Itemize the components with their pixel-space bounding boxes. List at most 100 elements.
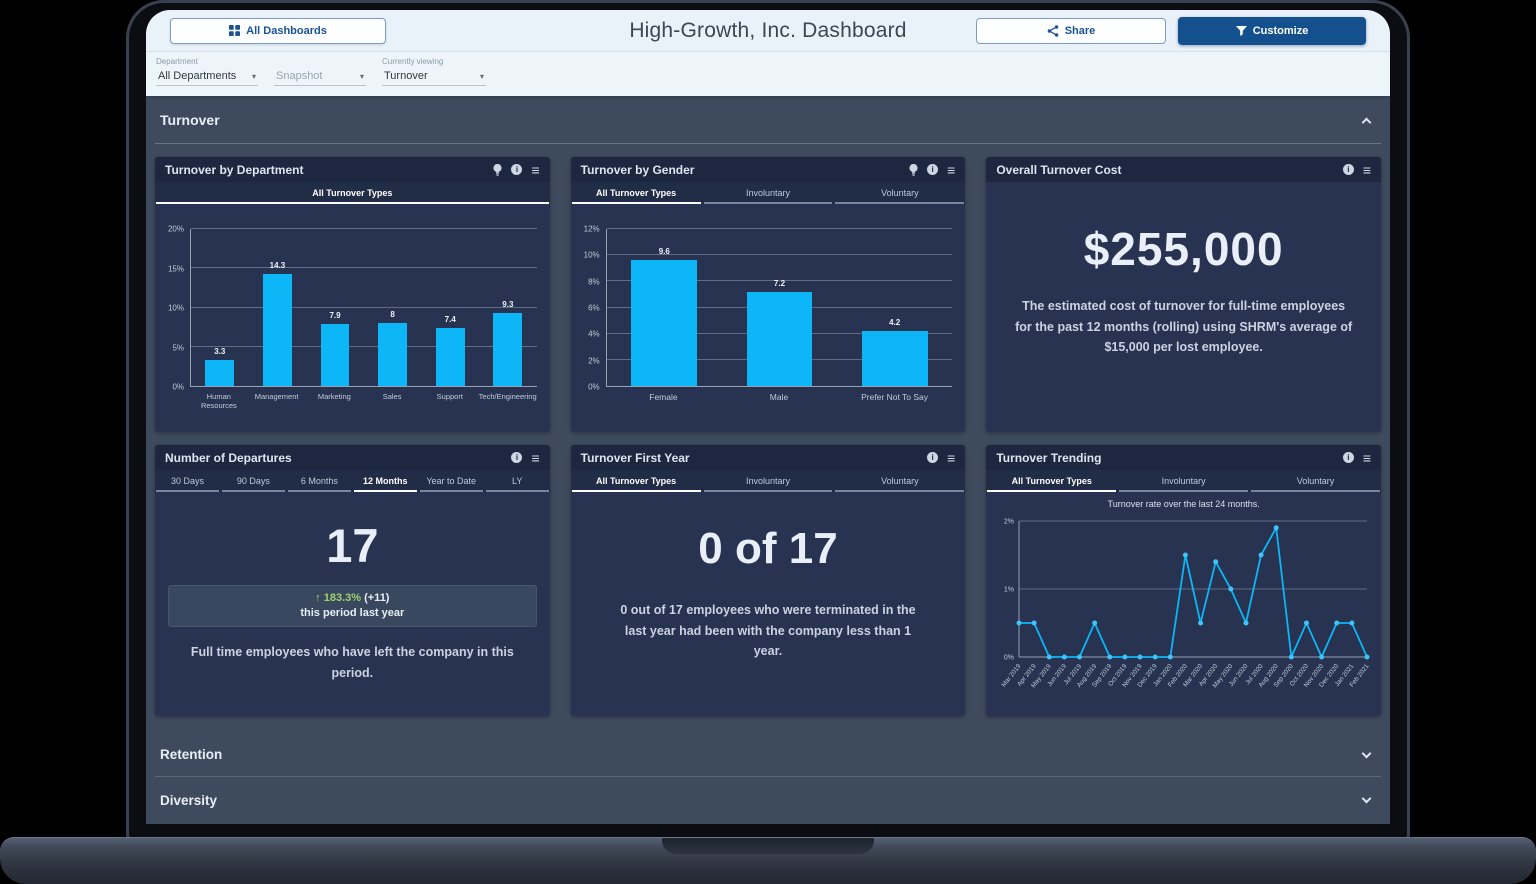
bar xyxy=(861,331,928,386)
card-header: Turnover First Year i ≡ xyxy=(570,445,966,470)
tab-involuntary[interactable]: Involuntary xyxy=(1119,470,1249,492)
department-filter-group: Department All Departments ▾ xyxy=(156,57,258,96)
bar xyxy=(631,260,698,386)
laptop-base xyxy=(0,837,1536,884)
data-point xyxy=(1333,620,1339,626)
snapshot-select[interactable]: Snapshot ▾ xyxy=(274,68,366,86)
bar-column: 3.3 xyxy=(205,347,235,386)
snapshot-filter-spacer xyxy=(274,57,366,68)
card-body: 17 ↑ 183.3% (+11) this period last year … xyxy=(155,492,550,716)
all-dashboards-label: All Dashboards xyxy=(246,24,327,37)
y-axis-tick: 6% xyxy=(588,303,600,313)
tab-30-days[interactable]: 30 Days xyxy=(156,470,219,492)
card-title: Turnover by Department xyxy=(165,162,304,177)
bar-column: 4.2 xyxy=(861,318,928,386)
menu-icon[interactable]: ≡ xyxy=(947,449,956,466)
tab-90-days[interactable]: 90 Days xyxy=(221,470,285,492)
bar-slot: 7.2 xyxy=(722,229,837,386)
menu-icon[interactable]: ≡ xyxy=(947,161,956,178)
tab-involuntary[interactable]: Involuntary xyxy=(703,182,833,204)
bars: 9.6 7.2 4.2 xyxy=(607,229,953,386)
diversity-section-label: Diversity xyxy=(160,792,218,808)
tab-voluntary[interactable]: Voluntary xyxy=(835,182,965,204)
tab-6-months[interactable]: 6 Months xyxy=(287,470,351,492)
bar xyxy=(746,291,813,386)
card-header-icons: i ≡ xyxy=(1342,449,1371,466)
section-header-diversity[interactable]: Diversity xyxy=(155,777,1381,823)
y-axis-tick: 15% xyxy=(167,264,184,273)
info-icon[interactable]: i xyxy=(511,452,523,463)
delta-percent: 183.3% xyxy=(323,592,362,604)
topbar-actions: Share Customize xyxy=(976,16,1366,45)
delta-caption: this period last year xyxy=(300,607,405,619)
tab-involuntary[interactable]: Involuntary xyxy=(703,470,833,492)
card-header-icons: i ≡ xyxy=(1342,161,1371,178)
tab-all-turnover-types[interactable]: All Turnover Types xyxy=(156,182,549,204)
info-icon[interactable]: i xyxy=(1342,452,1354,463)
menu-icon[interactable]: ≡ xyxy=(1362,449,1371,466)
card-turnover-trending: Turnover Trending i ≡ All Turnover Types… xyxy=(986,445,1381,716)
info-icon[interactable]: i xyxy=(927,164,939,175)
bar-slot: 9.3 xyxy=(479,229,537,386)
chevron-down-icon xyxy=(1361,748,1372,758)
bar-chart-plot-row: 0% 2% 4% 6% 8% 10% 12% 9.6 7.2 4.2 xyxy=(578,225,953,392)
info-icon[interactable]: i xyxy=(927,452,939,463)
x-axis-label: Management xyxy=(254,392,299,401)
bar xyxy=(435,327,465,386)
y-axis-tick: 0% xyxy=(172,382,184,392)
lightbulb-icon[interactable] xyxy=(493,163,502,176)
customize-label: Customize xyxy=(1252,24,1309,37)
tab-ly[interactable]: LY xyxy=(485,470,549,492)
data-point xyxy=(1152,654,1158,660)
tab-row: All Turnover Types Involuntary Voluntary xyxy=(570,470,966,492)
card-title: Turnover First Year xyxy=(580,450,690,465)
viewing-filter-group: Currently viewing Turnover ▾ xyxy=(382,57,486,96)
data-point xyxy=(1122,654,1128,660)
data-point xyxy=(1137,654,1143,660)
tab-row: All Turnover Types xyxy=(155,182,550,204)
department-select[interactable]: All Departments ▾ xyxy=(156,68,258,86)
tab-year-to-date[interactable]: Year to Date xyxy=(419,470,483,492)
delta-up-arrow-icon: ↑ xyxy=(315,592,321,604)
department-select-value: All Departments xyxy=(158,70,237,82)
card-header: Turnover by Department i ≡ xyxy=(155,157,550,182)
card-header: Turnover Trending i ≡ xyxy=(986,445,1381,470)
menu-icon[interactable]: ≡ xyxy=(531,449,540,466)
x-axis-label: Human Resources xyxy=(200,392,237,410)
tab-all-turnover-types[interactable]: All Turnover Types xyxy=(571,182,701,204)
section-header-turnover[interactable]: Turnover xyxy=(155,96,1381,144)
bar-value-label: 7.2 xyxy=(773,278,786,288)
section-header-retention[interactable]: Retention xyxy=(155,733,1381,777)
y-axis-tick: 2% xyxy=(588,356,600,366)
filter-bar: Department All Departments ▾ Snapshot ▾ … xyxy=(146,52,1390,96)
card-body: Turnover rate over the last 24 months. 0… xyxy=(986,492,1381,716)
viewing-select[interactable]: Turnover ▾ xyxy=(382,68,486,86)
info-icon[interactable]: i xyxy=(1342,164,1354,175)
tab-voluntary[interactable]: Voluntary xyxy=(1251,470,1380,492)
tab-voluntary[interactable]: Voluntary xyxy=(835,470,965,492)
y-axis: 0% 2% 4% 6% 8% 10% 12% xyxy=(578,225,606,392)
all-dashboards-button[interactable]: All Dashboards xyxy=(170,17,386,44)
data-point xyxy=(1091,620,1097,626)
chevron-down-icon xyxy=(1361,793,1372,804)
trending-subtitle: Turnover rate over the last 24 months. xyxy=(1107,499,1260,509)
department-bar-chart: 0% 5% 10% 15% 20% 3.3 14.3 7.9 8 7.4 9.3 Human Reso… xyxy=(155,204,550,410)
menu-icon[interactable]: ≡ xyxy=(1362,161,1371,178)
lightbulb-icon[interactable] xyxy=(909,163,918,176)
y-axis-tick: 8% xyxy=(588,277,600,287)
tab-all-turnover-types[interactable]: All Turnover Types xyxy=(987,470,1117,492)
share-button[interactable]: Share xyxy=(976,17,1166,44)
cards-grid: Turnover by Department i ≡ All Turnover … xyxy=(155,157,1381,716)
y-axis-tick: 20% xyxy=(167,224,184,234)
customize-button[interactable]: Customize xyxy=(1178,16,1366,45)
card-body: 0% 5% 10% 15% 20% 3.3 14.3 7.9 8 7.4 9.3 Human Reso… xyxy=(155,204,550,432)
tab-all-turnover-types[interactable]: All Turnover Types xyxy=(571,470,701,492)
card-header: Overall Turnover Cost i ≡ xyxy=(986,157,1381,182)
data-point xyxy=(1227,586,1233,592)
turnover-cost-caption: The estimated cost of turnover for full-… xyxy=(1015,299,1353,355)
info-icon[interactable]: i xyxy=(511,164,523,175)
tab-12-months[interactable]: 12 Months xyxy=(353,470,417,492)
bar xyxy=(263,273,292,386)
menu-icon[interactable]: ≡ xyxy=(531,161,540,178)
